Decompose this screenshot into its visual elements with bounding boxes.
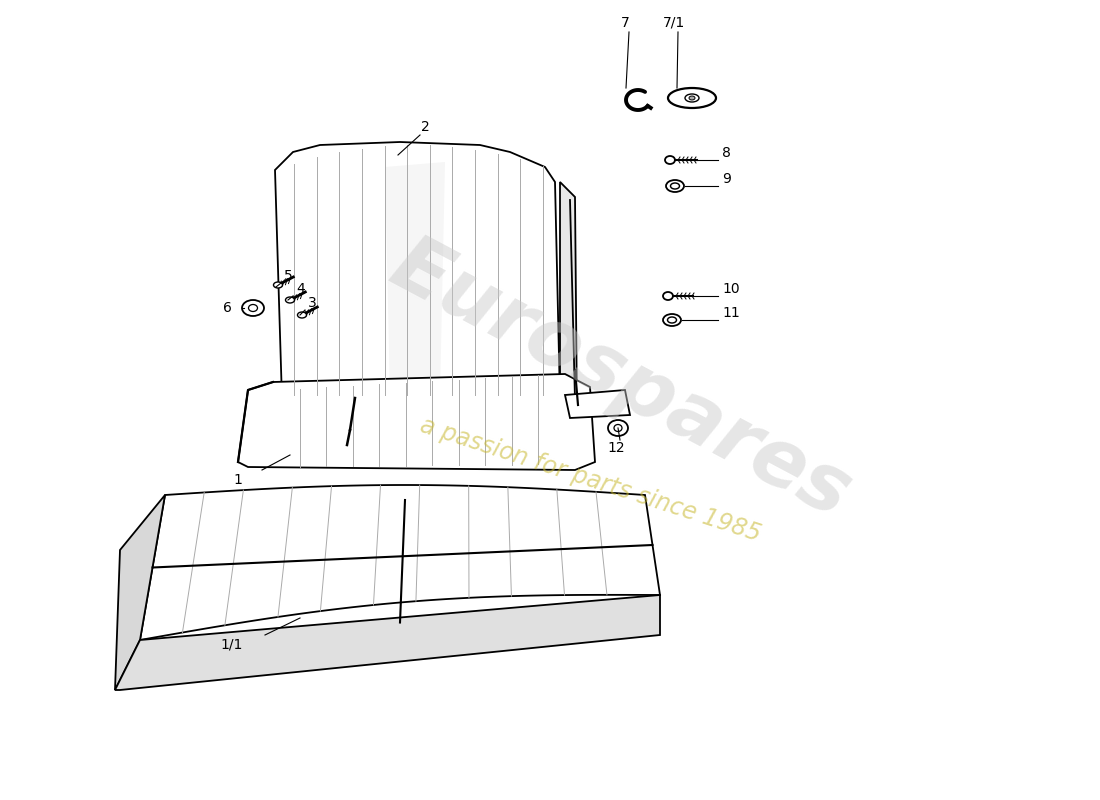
Ellipse shape (286, 297, 295, 303)
Ellipse shape (666, 180, 684, 192)
Ellipse shape (249, 305, 257, 311)
Text: 8: 8 (722, 146, 730, 160)
Ellipse shape (274, 282, 283, 288)
Ellipse shape (663, 314, 681, 326)
Polygon shape (116, 495, 165, 690)
Text: 1: 1 (233, 473, 242, 487)
Polygon shape (560, 182, 578, 415)
Polygon shape (238, 374, 595, 470)
Ellipse shape (671, 183, 680, 189)
Text: 5: 5 (284, 269, 293, 283)
Text: 7: 7 (620, 16, 629, 30)
Text: 4: 4 (296, 282, 305, 296)
Ellipse shape (297, 312, 307, 318)
Polygon shape (275, 142, 560, 400)
Ellipse shape (608, 420, 628, 436)
Text: 2: 2 (420, 120, 429, 134)
Polygon shape (385, 162, 446, 395)
Ellipse shape (668, 88, 716, 108)
Text: 7/1: 7/1 (663, 16, 685, 30)
Text: Eurospares: Eurospares (377, 226, 864, 534)
Text: 11: 11 (722, 306, 739, 320)
Text: 12: 12 (607, 441, 625, 455)
Text: 10: 10 (722, 282, 739, 296)
Text: 9: 9 (722, 172, 730, 186)
Ellipse shape (689, 96, 695, 100)
Ellipse shape (668, 317, 676, 323)
Ellipse shape (663, 292, 673, 300)
Ellipse shape (242, 300, 264, 316)
Polygon shape (140, 485, 660, 640)
Polygon shape (116, 595, 660, 690)
Ellipse shape (685, 94, 698, 102)
Text: 3: 3 (308, 296, 317, 310)
Text: 1/1: 1/1 (221, 638, 243, 652)
Ellipse shape (614, 425, 622, 431)
Text: 6: 6 (223, 301, 232, 315)
Text: a passion for parts since 1985: a passion for parts since 1985 (417, 414, 763, 546)
Ellipse shape (666, 156, 675, 164)
Polygon shape (565, 390, 630, 418)
